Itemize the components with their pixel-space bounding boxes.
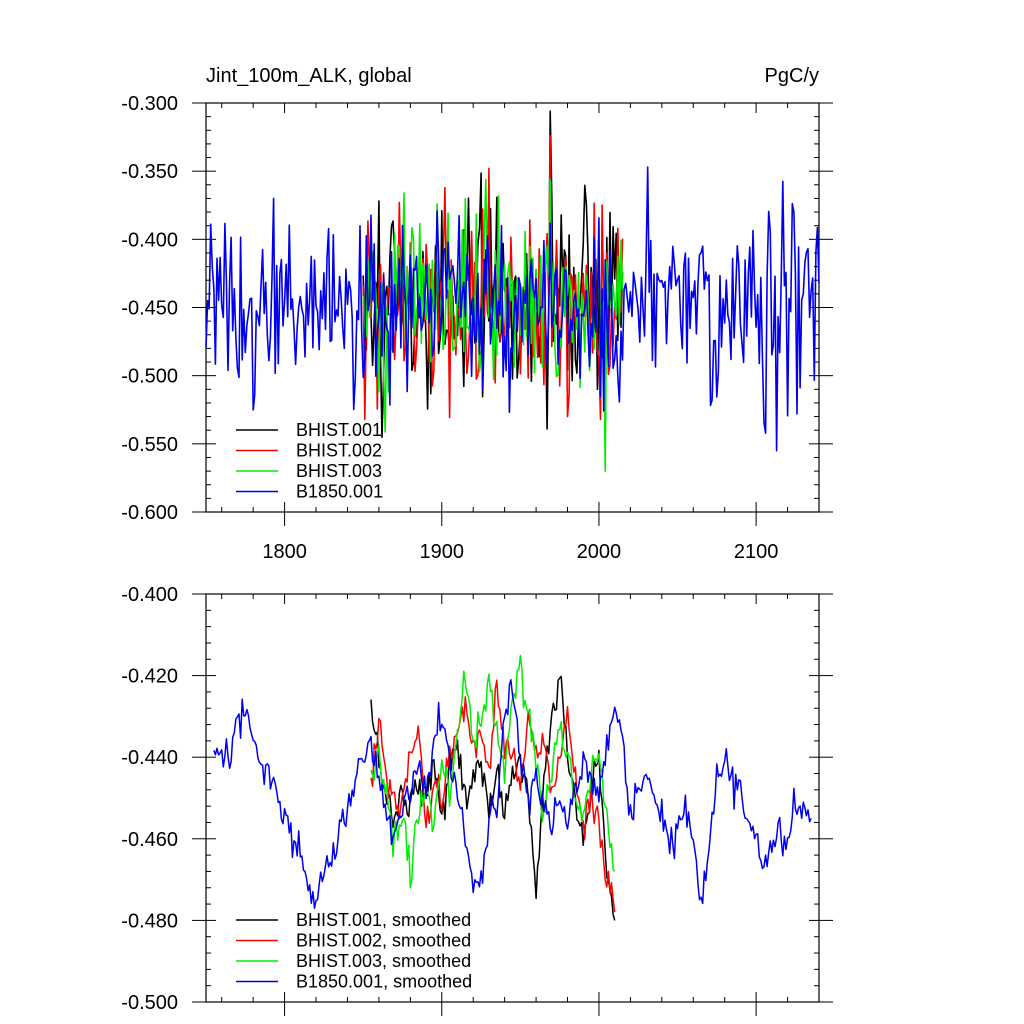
y-tick-label: -0.460 bbox=[121, 829, 178, 851]
legend-label-0: BHIST.001 bbox=[296, 420, 382, 440]
x-tick-label: 1800 bbox=[262, 541, 307, 563]
y-tick-label: -0.450 bbox=[121, 298, 178, 320]
y-tick-label: -0.480 bbox=[121, 910, 178, 932]
panel-bottom-frame bbox=[205, 593, 820, 1003]
legend-label-2: BHIST.003 bbox=[296, 461, 382, 481]
panel-bottom-series bbox=[213, 654, 812, 921]
y-tick-label: -0.400 bbox=[121, 229, 178, 251]
legend-label-3: B1850.001, smoothed bbox=[296, 972, 472, 992]
panel-bottom-ticks: -0.500 -0.480 -0.460 -0.440 -0.420 -0.400 bbox=[121, 584, 833, 1016]
x-tick-label: 2000 bbox=[577, 541, 622, 563]
x-tick-label: 2100 bbox=[734, 541, 779, 563]
legend-label-1: BHIST.002 bbox=[296, 441, 382, 461]
panel-top-series bbox=[205, 110, 820, 472]
y-tick-label: -0.440 bbox=[121, 747, 178, 769]
legend-label-2: BHIST.003, smoothed bbox=[296, 951, 471, 971]
legend-label-1: BHIST.002, smoothed bbox=[296, 931, 471, 951]
series-line-1 bbox=[370, 679, 616, 913]
y-tick-label: -0.500 bbox=[121, 366, 178, 388]
series-line-2 bbox=[370, 654, 616, 889]
x-tick-label: 1900 bbox=[420, 541, 465, 563]
y-tick-label: -0.420 bbox=[121, 666, 178, 688]
y-tick-label: -0.550 bbox=[121, 434, 178, 456]
panel-top-title-right: PgC/y bbox=[765, 65, 819, 87]
y-tick-label: -0.400 bbox=[121, 584, 178, 606]
panel-top-title-left: Jint_100m_ALK, global bbox=[206, 65, 412, 87]
panel-top: Jint_100m_ALK, global PgC/y 1800 1900 2000… bbox=[121, 65, 833, 563]
y-tick-label: -0.600 bbox=[121, 502, 178, 524]
y-tick-label: -0.500 bbox=[121, 992, 178, 1014]
y-tick-label: -0.300 bbox=[121, 93, 178, 115]
series-line-3 bbox=[213, 679, 812, 909]
legend-label-0: BHIST.001, smoothed bbox=[296, 910, 471, 930]
panel-top-ticks: 1800 1900 2000 2100 -0.600 -0.550 -0.500 -0.450… bbox=[121, 93, 833, 563]
legend-label-3: B1850.001 bbox=[296, 482, 383, 502]
y-tick-label: -0.350 bbox=[121, 161, 178, 183]
series-line-3 bbox=[205, 166, 820, 452]
panel-bottom: -0.500 -0.480 -0.460 -0.440 -0.420 -0.400 BHI… bbox=[121, 584, 833, 1016]
